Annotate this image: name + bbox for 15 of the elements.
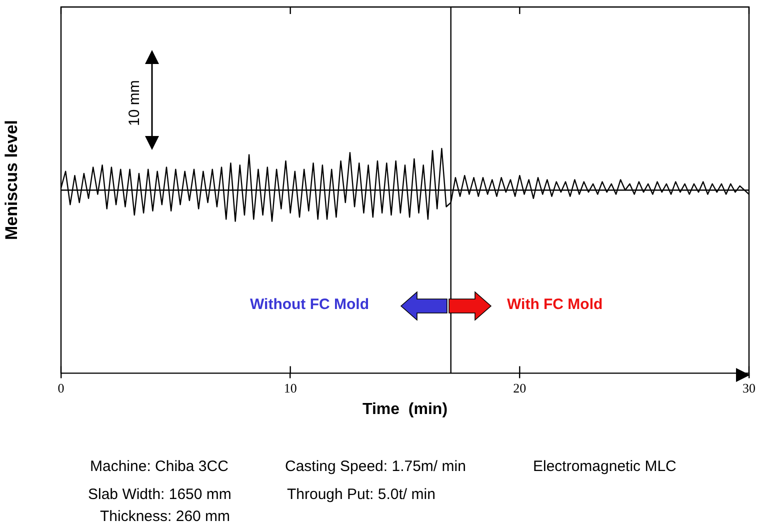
text: Electromagnetic MLC bbox=[533, 458, 676, 475]
text: Slab Width: 1650 mm bbox=[88, 486, 232, 503]
x-tick-label: 20 bbox=[513, 380, 526, 396]
text: Without FC Mold bbox=[250, 296, 369, 313]
x-tick-label: 0 bbox=[58, 380, 64, 396]
text: Casting Speed: 1.75m/ min bbox=[285, 458, 466, 475]
text: Through Put: 5.0t/ min bbox=[287, 486, 436, 503]
x-axis-title: Time (min) bbox=[362, 400, 448, 418]
text: 10 mm bbox=[126, 80, 143, 126]
x-tick-label: 10 bbox=[284, 380, 297, 396]
y-axis-title: Meniscus level bbox=[2, 120, 22, 240]
text: Thickness: 260 mm bbox=[100, 508, 230, 525]
text: Machine: Chiba 3CC bbox=[90, 458, 228, 475]
text: With FC Mold bbox=[507, 296, 603, 313]
x-tick-label: 30 bbox=[742, 380, 756, 396]
